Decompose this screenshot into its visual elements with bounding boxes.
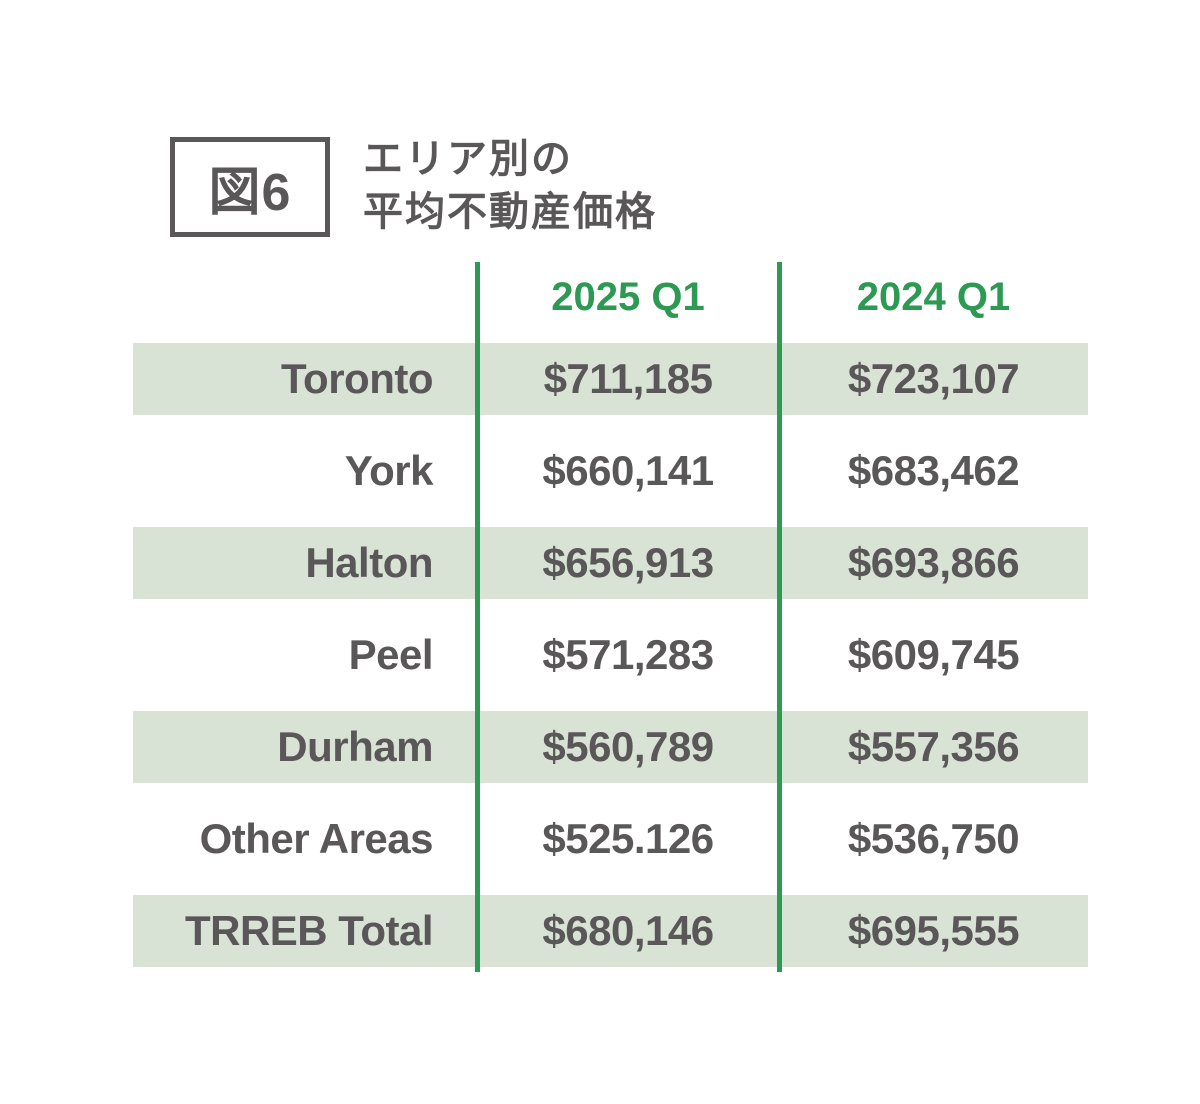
header-cell-2025q1: 2025 Q1 — [551, 275, 705, 319]
value-2025q1: $660,141 — [542, 447, 714, 494]
area-label: Toronto — [281, 355, 434, 402]
table-row: York $660,141 $683,462 — [133, 425, 1088, 517]
area-label: York — [344, 447, 434, 494]
table-row: Other Areas $525.126 $536,750 — [133, 793, 1088, 885]
area-label: Other Areas — [199, 815, 434, 862]
value-2024q1: $695,555 — [847, 907, 1020, 954]
row-shading-band — [133, 527, 1088, 599]
figure-title: エリア別の 平均不動産価格 — [363, 133, 657, 239]
row-shading-band — [133, 343, 1088, 415]
area-label: Peel — [348, 631, 434, 678]
column-divider-right — [777, 262, 782, 972]
value-2024q1: $693,866 — [847, 539, 1020, 586]
value-2024q1: $536,750 — [847, 815, 1020, 862]
value-2024q1: $557,356 — [847, 723, 1020, 770]
row-shading-band — [133, 711, 1088, 783]
table-row: Peel $571,283 $609,745 — [133, 609, 1088, 701]
value-2025q1: $711,185 — [543, 355, 713, 402]
value-2025q1: $656,913 — [542, 539, 714, 586]
value-2025q1: $680,146 — [542, 907, 714, 954]
area-label: Durham — [277, 723, 433, 770]
table-row: Toronto $711,185 $723,107 — [133, 333, 1088, 425]
value-2024q1: $609,745 — [847, 631, 1020, 678]
row-shading-band — [133, 895, 1088, 967]
column-divider-left — [475, 262, 480, 972]
table-row: Halton $656,913 $693,866 — [133, 517, 1088, 609]
price-table: 2025 Q1 2024 Q1 Toronto $711,185 $723,10… — [133, 262, 1088, 977]
value-2025q1: $571,283 — [542, 631, 714, 678]
area-label: TRREB Total — [184, 907, 434, 954]
table-header-row: 2025 Q1 2024 Q1 — [133, 262, 1088, 333]
figure-number-box: 図6 — [170, 137, 330, 237]
value-2024q1: $683,462 — [847, 447, 1020, 494]
header-cell-empty — [133, 262, 477, 333]
value-2025q1: $525.126 — [542, 815, 714, 862]
value-2024q1: $723,107 — [847, 355, 1020, 402]
value-2025q1: $560,789 — [542, 723, 714, 770]
table-row: TRREB Total $680,146 $695,555 — [133, 885, 1088, 977]
header-cell-2024q1: 2024 Q1 — [856, 275, 1011, 319]
figure-title-line2: 平均不動産価格 — [363, 190, 657, 234]
table-row: Durham $560,789 $557,356 — [133, 701, 1088, 793]
area-label: Halton — [305, 539, 433, 586]
figure-title-line1: エリア別の — [363, 137, 573, 181]
figure-number-label: 図6 — [208, 163, 292, 222]
